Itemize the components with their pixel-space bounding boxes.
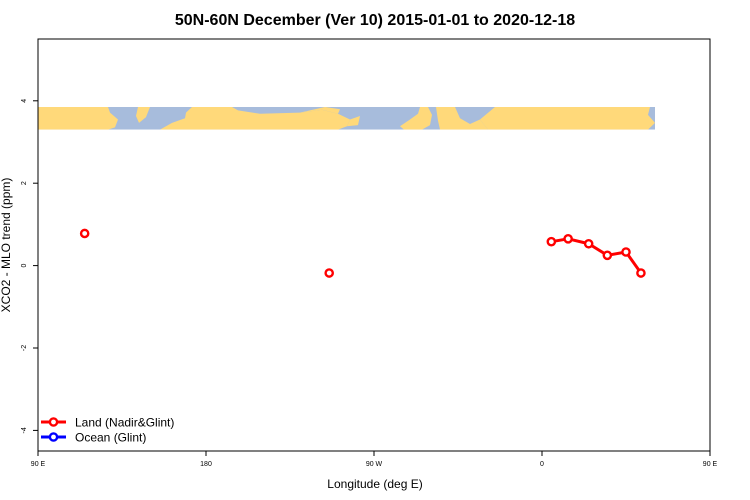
map-land-british-isles [400, 106, 432, 130]
data-point [79, 228, 90, 239]
x-axis: 90 E 180 90 W 0 90 E [31, 451, 718, 468]
series-layer [79, 228, 646, 278]
y-tick-label: 4 [21, 99, 28, 103]
map-land-kamchatka [136, 106, 150, 123]
y-tick-label: -4 [21, 427, 28, 433]
map-land-north-america [160, 106, 350, 130]
data-point [563, 234, 573, 244]
series-0 [79, 228, 646, 278]
data-point [636, 268, 646, 278]
plot-frame [37, 38, 711, 452]
x-tick-label: 180 [200, 461, 212, 468]
legend-item-ocean: Ocean (Glint) [41, 431, 146, 445]
legend-marker-land [48, 417, 59, 427]
x-tick-label: 0 [540, 461, 544, 468]
y-axis: 4 2 0 -2 -4 [21, 99, 38, 434]
x-axis-label: Longitude (deg E) [327, 477, 422, 491]
map-land-labrador [300, 106, 340, 114]
map-land-scandinavia [436, 106, 488, 130]
map-land-eurasia [480, 106, 655, 130]
legend-label-land: Land (Nadir&Glint) [75, 416, 174, 430]
y-axis-label: XCO2 - MLO trend (ppm) [0, 178, 13, 313]
legend-label-ocean: Ocean (Glint) [75, 431, 146, 445]
legend: Land (Nadir&Glint) Ocean (Glint) [41, 416, 174, 445]
map-land-asia [38, 106, 118, 130]
map-land-east-asia [660, 107, 678, 124]
map-land-east-canada [347, 116, 360, 127]
legend-marker-ocean [48, 432, 59, 442]
y-tick-label: 0 [21, 264, 28, 268]
map-land [38, 106, 678, 130]
data-point [546, 236, 557, 247]
x-tick-label: 90 E [703, 461, 718, 468]
world-map-band [38, 106, 678, 130]
x-tick-label: 90 E [31, 461, 46, 468]
x-tick-label: 90 W [366, 461, 383, 468]
chart-title: 50N-60N December (Ver 10) 2015-01-01 to … [175, 12, 575, 29]
y-tick-label: -2 [21, 345, 28, 351]
y-tick-label: 2 [21, 181, 28, 185]
data-point [583, 238, 594, 249]
data-point [602, 250, 613, 261]
data-point [324, 268, 335, 278]
data-point [621, 247, 631, 257]
legend-item-land: Land (Nadir&Glint) [41, 416, 174, 430]
